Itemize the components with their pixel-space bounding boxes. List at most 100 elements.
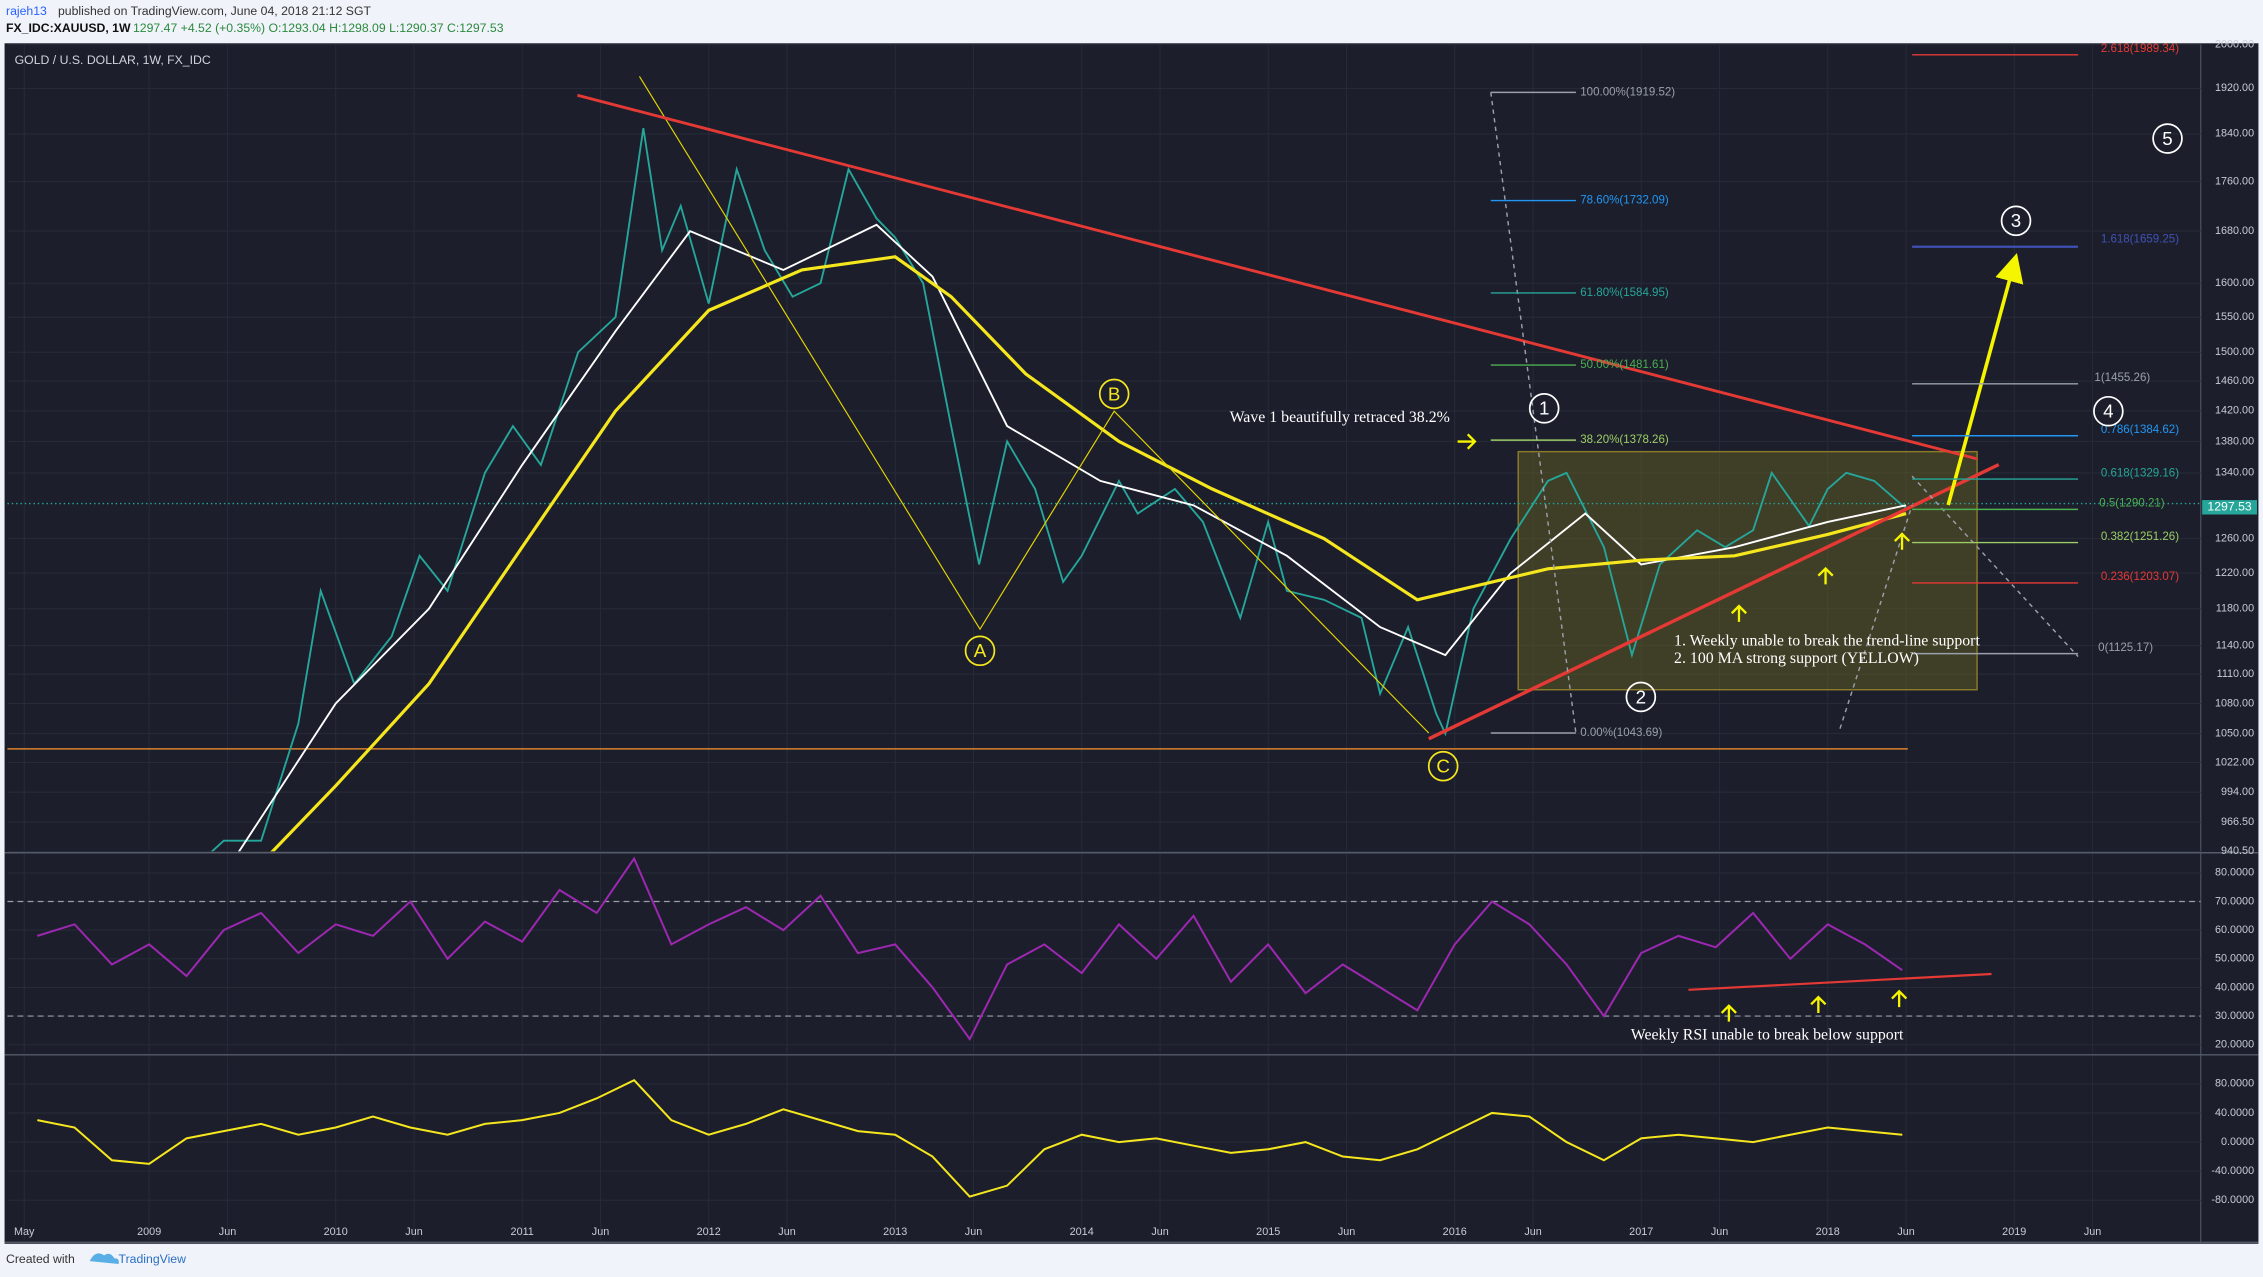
wave-circle xyxy=(1098,378,1130,410)
price-tag-label: 1297.53 xyxy=(2207,500,2251,514)
footer-brand[interactable]: TradingView xyxy=(119,1252,187,1266)
fib-label: 0.00%(1043.69) xyxy=(1580,727,1662,739)
y-tick-label: -40.0000 xyxy=(2211,1165,2254,1177)
fib-label: 100.00%(1919.52) xyxy=(1580,86,1675,98)
fib-label: 1.618(1659.25) xyxy=(2101,234,2179,246)
wave-circle xyxy=(964,635,996,667)
wave-label: 2 xyxy=(1636,686,1646,707)
x-tick-label: 2014 xyxy=(1070,1226,1094,1238)
x-tick-label: 2015 xyxy=(1256,1226,1280,1238)
pointer-arrow xyxy=(1810,995,1827,1013)
series-line xyxy=(270,255,1907,852)
series-line xyxy=(37,856,1903,1042)
y-tick-label: 1140.00 xyxy=(2216,640,2254,652)
y-tick-label: 40.0000 xyxy=(2215,1107,2254,1119)
y-tick-label: 1760.00 xyxy=(2215,175,2254,187)
fib-label: 0.786(1384.62) xyxy=(2101,424,2179,436)
annotation: Wave 1 beautifully retraced 38.2% xyxy=(1230,409,1450,426)
wave-label: C xyxy=(1436,756,1450,777)
range-box xyxy=(1517,450,1978,691)
wave-label: 1 xyxy=(1539,398,1549,419)
annotation: 1. Weekly unable to break the trend-line… xyxy=(1674,633,1980,650)
fib-label: 0.5(1290.21) xyxy=(2099,498,2165,510)
y-tick-label: 1340.00 xyxy=(2215,467,2254,479)
fib-label: 38.20%(1378.26) xyxy=(1580,434,1669,446)
wave-circle xyxy=(1427,750,1459,782)
fib-label: 78.60%(1732.09) xyxy=(1580,195,1669,207)
y-tick-label: 1080.00 xyxy=(2215,697,2254,709)
quote: 1297.47 +4.52 (+0.35%) O:1293.04 H:1298.… xyxy=(133,21,504,35)
fib-label: 0.618(1329.16) xyxy=(2101,467,2179,479)
footer-text: Created with xyxy=(6,1252,75,1266)
chart-panel xyxy=(4,43,2259,1244)
wave-circle xyxy=(1528,393,1560,424)
down-trendline xyxy=(577,93,1978,461)
wave-label: B xyxy=(1108,383,1121,404)
wave-label: 3 xyxy=(2011,210,2021,231)
pointer-arrow xyxy=(1891,989,1908,1008)
y-tick-label: 1260.00 xyxy=(2215,533,2254,545)
y-tick-label: 80.0000 xyxy=(2215,867,2254,879)
y-tick-label: 60.0000 xyxy=(2215,924,2254,936)
x-tick-label: May xyxy=(14,1226,35,1238)
wave-label: 4 xyxy=(2103,401,2113,422)
y-tick-label: 1460.00 xyxy=(2215,375,2254,387)
y-tick-label: -80.0000 xyxy=(2211,1194,2254,1206)
x-tick-label: Jun xyxy=(219,1226,236,1238)
x-tick-label: 2016 xyxy=(1443,1226,1467,1238)
x-tick-label: 2012 xyxy=(697,1226,721,1238)
pointer-arrow xyxy=(1720,1004,1737,1022)
y-tick-label: 994.00 xyxy=(2221,786,2254,798)
fib-label: 61.80%(1584.95) xyxy=(1580,287,1669,299)
y-tick-label: 1180.00 xyxy=(2216,603,2254,615)
x-tick-label: 2010 xyxy=(324,1226,348,1238)
y-tick-label: 0.0000 xyxy=(2221,1136,2254,1148)
chart-title: GOLD / U.S. DOLLAR, 1W, FX_IDC xyxy=(15,53,211,67)
x-tick-label: Jun xyxy=(2084,1226,2101,1238)
pointer-arrow xyxy=(1457,433,1477,450)
rsi-trendline xyxy=(1688,972,1992,991)
brand-logo xyxy=(89,1253,119,1265)
wave-circle xyxy=(2093,395,2124,427)
y-tick-label: 1500.00 xyxy=(2215,346,2254,358)
y-tick-label: 1600.00 xyxy=(2215,277,2254,289)
y-tick-label: 30.0000 xyxy=(2215,1010,2254,1022)
y-tick-label: 80.0000 xyxy=(2215,1078,2254,1090)
x-tick-label: Jun xyxy=(965,1226,982,1238)
x-tick-label: Jun xyxy=(1338,1226,1355,1238)
y-tick-label: 1550.00 xyxy=(2215,311,2254,323)
fib-label: 0.382(1251.26) xyxy=(2101,531,2179,543)
x-tick-label: Jun xyxy=(1897,1226,1914,1238)
author[interactable]: rajeh13 xyxy=(6,4,47,18)
symbol: FX_IDC:XAUUSD, 1W xyxy=(6,21,131,35)
y-tick-label: 1420.00 xyxy=(2215,405,2254,417)
x-tick-label: 2017 xyxy=(1629,1226,1653,1238)
y-tick-label: 1840.00 xyxy=(2215,128,2254,140)
x-tick-label: Jun xyxy=(1524,1226,1541,1238)
projection-arrow xyxy=(1946,253,2024,506)
y-tick-label: 1680.00 xyxy=(2215,225,2254,237)
wave-circle xyxy=(1625,681,1657,713)
y-tick-label: 1920.00 xyxy=(2215,82,2254,94)
y-tick-label: 50.0000 xyxy=(2215,953,2254,965)
series-line xyxy=(37,1078,1903,1198)
fib-label: 50.00%(1481.61) xyxy=(1580,359,1669,371)
x-tick-label: Jun xyxy=(592,1226,609,1238)
wave-label: 5 xyxy=(2162,128,2172,149)
price-tag xyxy=(2202,500,2257,515)
pointer-arrow xyxy=(1817,566,1834,585)
wave-circle xyxy=(2000,205,2032,237)
y-tick-label: 40.0000 xyxy=(2215,981,2254,993)
x-tick-label: Jun xyxy=(778,1226,795,1238)
y-tick-label: 1022.00 xyxy=(2215,756,2254,768)
y-tick-label: 1050.00 xyxy=(2215,727,2254,739)
published: published on TradingView.com, June 04, 2… xyxy=(58,4,372,18)
annotation: Weekly RSI unable to break below support xyxy=(1631,1027,1904,1044)
x-tick-label: 2013 xyxy=(883,1226,907,1238)
y-tick-label: 940.50 xyxy=(2221,845,2254,857)
y-tick-label: 1220.00 xyxy=(2215,567,2254,579)
annotation: 2. 100 MA strong support (YELLOW) xyxy=(1674,650,1919,667)
x-tick-label: 2011 xyxy=(511,1226,534,1238)
